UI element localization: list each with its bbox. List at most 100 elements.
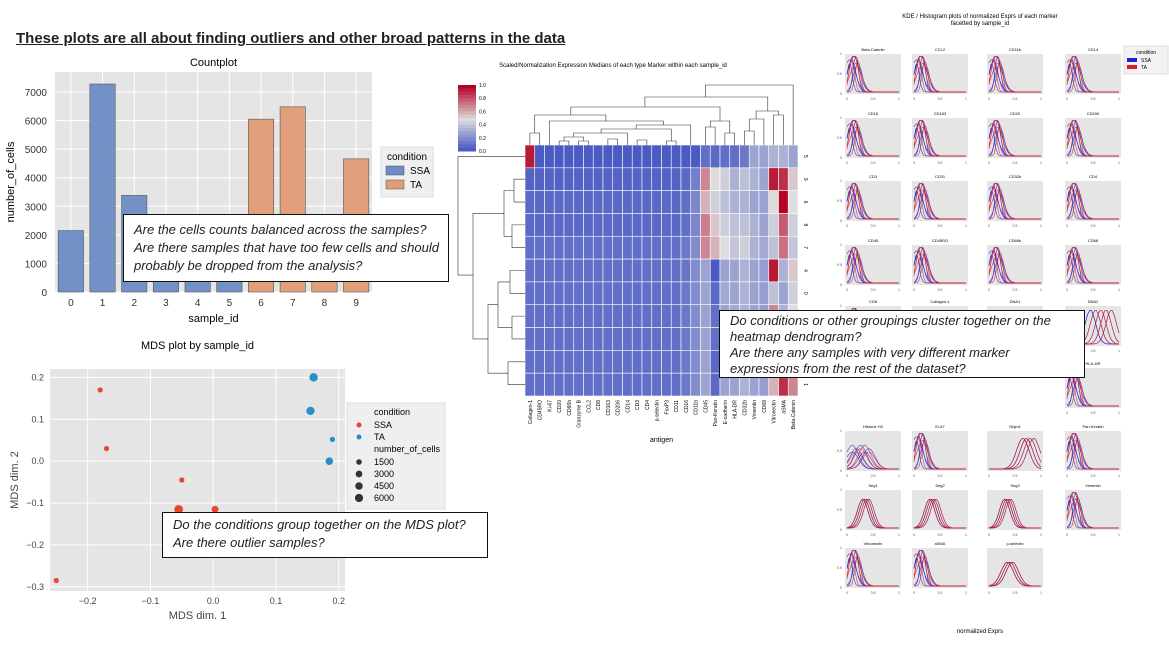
chart-title: Scaled/Normalization Expression Medians … [499, 63, 727, 69]
heatmap-cell [719, 235, 731, 260]
heatmap-cell [524, 144, 536, 169]
x-tick-label: 0 [913, 161, 915, 165]
heatmap-cell [622, 258, 633, 283]
heatmap-cell [661, 372, 672, 397]
kde-curve [913, 186, 966, 220]
mds-point [325, 457, 334, 465]
x-tick-label: 0 [846, 97, 848, 101]
facet-plot-area [845, 548, 901, 588]
heatmap-cell [787, 235, 799, 260]
colorbar-segment [458, 114, 476, 119]
heatmap-cell [729, 190, 740, 214]
facet-plot-area [912, 431, 968, 471]
facet-title: Collagen-1 [930, 299, 950, 304]
legend-label: TA [1141, 65, 1148, 71]
x-tick-label: 0 [988, 161, 990, 165]
colorbar-tick-label: 0.2 [479, 136, 486, 142]
facet-title: Beta-Catenin [861, 47, 884, 52]
mds-point [174, 504, 184, 514]
facet-plot-area [1065, 54, 1121, 94]
heatmap-cell [680, 167, 692, 191]
x-tick-label: 5 [227, 298, 233, 309]
heatmap-cell [563, 304, 575, 328]
facet-panel: Seg3 0 0.5 1 [987, 483, 1043, 537]
heatmap-cell [612, 144, 623, 169]
heatmap-cell [544, 235, 555, 260]
heatmap-cell [758, 144, 770, 169]
heatmap-cell [680, 235, 692, 260]
heatmap-cell [719, 167, 731, 191]
heatmap-cell [700, 258, 711, 283]
kde-curve [1066, 186, 1119, 220]
chart-subtitle: facetted by sample_id [951, 21, 1009, 27]
dendrogram-link [607, 138, 618, 145]
kde-curve [1066, 250, 1119, 284]
heatmap-cell [553, 213, 565, 237]
colorbar-segment [458, 134, 476, 139]
heatmap-cell [602, 235, 614, 260]
heatmap-cell [690, 281, 701, 306]
heatmap-cell [524, 167, 536, 191]
colorbar-tick-label: 1.0 [479, 83, 486, 89]
heatmap-cell [700, 350, 711, 374]
y-tick-label: 7000 [25, 88, 48, 99]
x-tick-label: 1 [1118, 474, 1120, 478]
heatmap-cell [700, 304, 711, 328]
heatmap-cell [583, 258, 594, 283]
legend-swatch [385, 179, 405, 190]
x-tick-label: 4 [195, 298, 201, 309]
y-tick-label: 0 [840, 219, 842, 223]
y-tick-label: 0.0 [31, 456, 44, 466]
dendrogram-link [457, 156, 525, 276]
heatmap-cell [690, 350, 701, 374]
heatmap-cell [651, 258, 662, 283]
x-tick-label: 0.5 [1013, 97, 1018, 101]
heatmap-cell [631, 258, 643, 283]
dendrogram-link [724, 132, 735, 145]
x-tick-label: 0 [846, 288, 848, 292]
column-label: CD16 [684, 400, 690, 413]
kde-curve [1066, 59, 1119, 93]
heatmap-cell [661, 258, 672, 283]
x-tick-label: 0.5 [871, 474, 876, 478]
heatmap-cell [690, 167, 701, 191]
x-tick-label: 1 [965, 97, 967, 101]
heatmap-cell [563, 327, 575, 351]
heatmap-cell [534, 144, 545, 169]
x-tick-label: 0.5 [1091, 533, 1096, 537]
facet-title: DNA1 [1010, 299, 1021, 304]
colorbar-segment [458, 94, 476, 99]
heatmap-cell [661, 144, 672, 169]
facet-panel: CD11b 0 0.5 1 [987, 47, 1043, 101]
kde-curve [1066, 436, 1119, 470]
kde-curve [913, 436, 966, 470]
heatmap-cell [758, 258, 770, 283]
heatmap-cell [612, 304, 623, 328]
x-tick-label: 1 [1040, 288, 1042, 292]
x-tick-label: 0.5 [1091, 97, 1096, 101]
mds-point [97, 387, 103, 393]
x-tick-label: 0 [913, 224, 915, 228]
facet-plot-area [912, 245, 968, 285]
heatmap-cell [729, 213, 740, 237]
heatmap-cell [602, 258, 614, 283]
legend-label: SSA [374, 420, 392, 430]
x-tick-label: 1 [1040, 224, 1042, 228]
heatmap-cell [612, 190, 623, 214]
colorbar-segment [458, 121, 476, 126]
heatmap-cell [592, 258, 604, 283]
x-tick-label: 0.5 [871, 224, 876, 228]
heatmap-cell [748, 190, 760, 214]
heatmap-cell [534, 304, 545, 328]
heatmap-cell [592, 304, 604, 328]
heatmap-cell [641, 258, 653, 283]
heatmap-cell [534, 350, 545, 374]
heatmap-cell [612, 281, 623, 306]
heatmap-cell [544, 327, 555, 351]
heatmap-cell [661, 304, 672, 328]
x-tick-label: 1 [898, 224, 900, 228]
column-label: CD163 [606, 400, 612, 416]
heatmap-cell [583, 144, 594, 169]
column-label: aSMA [781, 399, 787, 413]
heatmap-cell [680, 372, 692, 397]
